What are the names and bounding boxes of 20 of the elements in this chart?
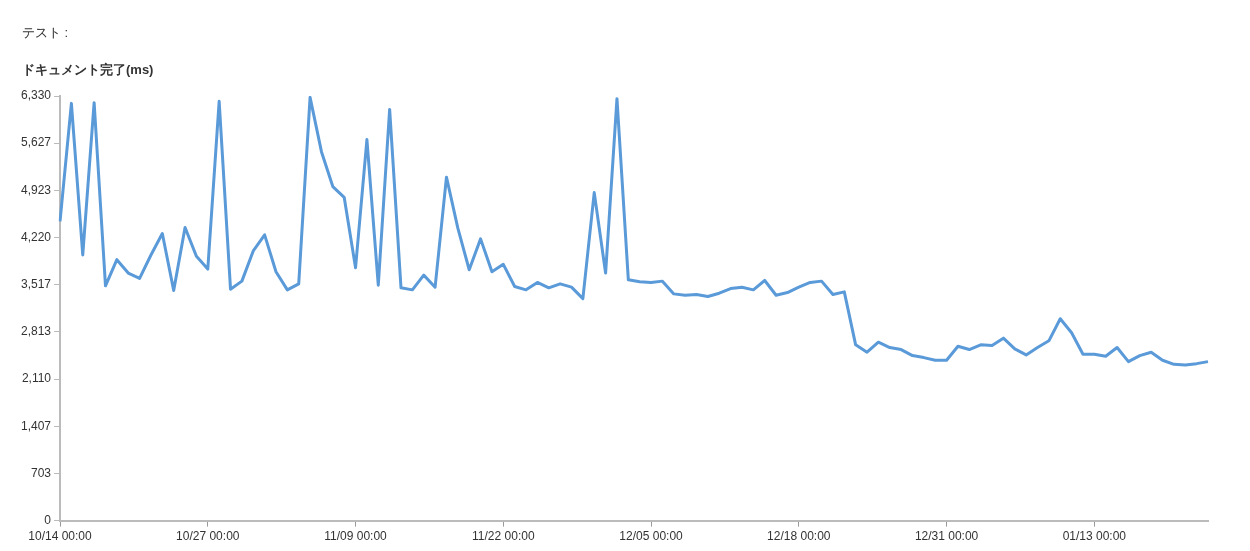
y-tick-label: 4,220 xyxy=(21,229,52,244)
y-tick-label: 703 xyxy=(31,465,52,480)
x-tick-label: 10/27 00:00 xyxy=(176,529,240,544)
x-tick-label: 12/31 00:00 xyxy=(914,529,979,544)
y-tick-label: 4,923 xyxy=(21,182,52,197)
y-axis-title: ドキュメント完了(ms) xyxy=(22,61,154,79)
y-tick-label: 5,627 xyxy=(21,135,52,150)
x-tick-label: 10/14 00:00 xyxy=(28,529,93,544)
x-tick-label: 12/18 00:00 xyxy=(767,529,831,544)
x-tick-label: 11/22 00:00 xyxy=(472,529,535,544)
y-tick-label: 2,110 xyxy=(21,371,52,386)
x-tick-label: 11/09 00:00 xyxy=(324,529,388,544)
y-tick-label: 3,517 xyxy=(21,277,52,291)
legend-title: テスト : xyxy=(22,24,69,42)
y-tick-label: 0 xyxy=(44,512,52,527)
y-tick-label: 6,330 xyxy=(21,88,52,103)
y-tick-label: 2,813 xyxy=(21,324,52,339)
x-tick-label: 01/13 00:00 xyxy=(1062,529,1127,544)
x-tick-label: 12/05 00:00 xyxy=(619,529,684,544)
y-tick-label: 1,407 xyxy=(21,418,52,433)
